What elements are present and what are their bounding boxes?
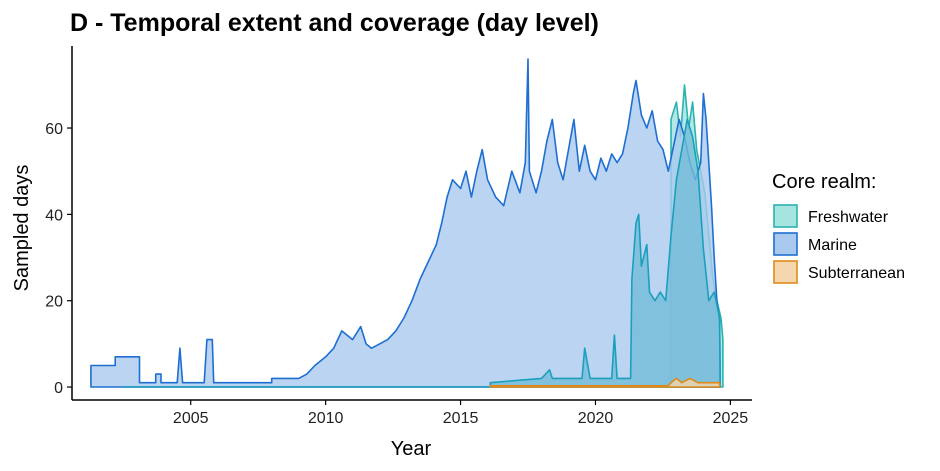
y-tick-label-20: 20 xyxy=(45,294,63,311)
x-tick-label-2025: 2025 xyxy=(713,410,749,427)
series-layer xyxy=(90,58,724,388)
legend-key-subterranean xyxy=(773,260,798,284)
legend-key-marine xyxy=(773,232,798,256)
y-tick-label-60: 60 xyxy=(45,121,63,138)
y-tick-label-0: 0 xyxy=(54,380,63,397)
legend-key-freshwater xyxy=(773,204,798,228)
axes: 2005 2010 2015 2020 2025 0 20 40 60 xyxy=(45,46,752,427)
y-axis-title: Sampled days xyxy=(11,165,33,292)
legend-title: Core realm: xyxy=(772,171,876,193)
series-marine-area-1 xyxy=(90,58,721,388)
legend-items: Freshwater Marine Subterranean xyxy=(773,204,905,284)
x-axis-ticks: 2005 2010 2015 2020 2025 xyxy=(173,400,748,427)
x-tick-label-2020: 2020 xyxy=(578,410,614,427)
x-tick-label-2015: 2015 xyxy=(443,410,479,427)
y-axis-ticks: 0 20 40 60 xyxy=(45,121,72,397)
series-marine-area-2 xyxy=(122,118,721,388)
legend-label-freshwater: Freshwater xyxy=(808,209,889,226)
x-tick-label-2005: 2005 xyxy=(173,410,209,427)
legend-label-subterranean: Subterranean xyxy=(808,265,905,282)
legend: Core realm: Freshwater Marine Subterranean xyxy=(772,171,905,284)
y-tick-label-40: 40 xyxy=(45,207,63,224)
legend-label-marine: Marine xyxy=(808,237,857,254)
series-subterranean-area-3 xyxy=(489,377,721,388)
chart-title: D - Temporal extent and coverage (day le… xyxy=(70,9,599,37)
x-tick-label-2010: 2010 xyxy=(308,410,344,427)
x-axis-title: Year xyxy=(391,438,432,460)
